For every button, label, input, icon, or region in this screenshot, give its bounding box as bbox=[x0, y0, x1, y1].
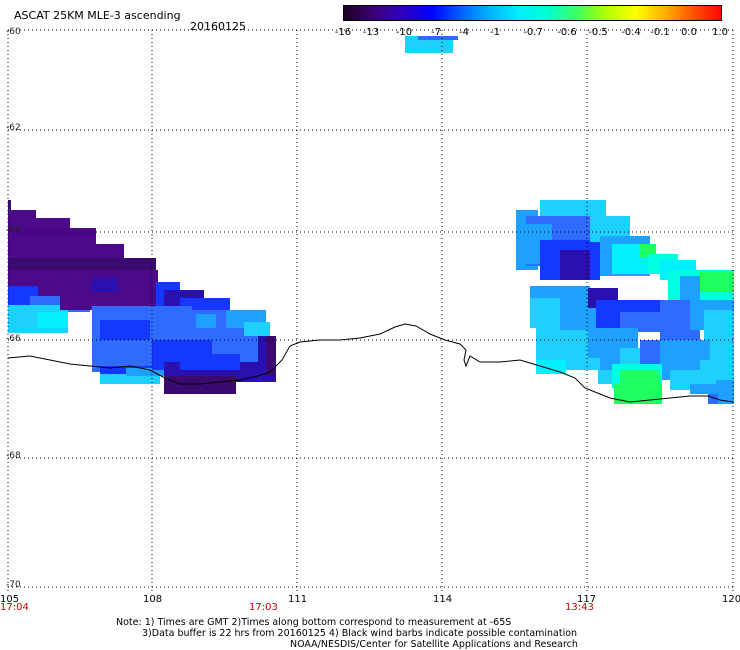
footer-note-line1: Note: 1) Times are GMT 2)Times along bot… bbox=[116, 617, 512, 628]
swath-cell bbox=[164, 376, 236, 394]
lat-label: -64 bbox=[6, 225, 21, 235]
time-label: 17:04 bbox=[0, 602, 29, 613]
swath-cell bbox=[680, 276, 700, 306]
footer-credit: NOAA/NESDIS/Center for Satellite Applica… bbox=[290, 639, 578, 650]
swath-cell bbox=[560, 250, 590, 280]
swath-cell bbox=[244, 322, 270, 336]
swath-cell bbox=[126, 368, 166, 376]
swath-cell bbox=[38, 312, 68, 328]
product-date: 20160125 bbox=[190, 20, 246, 33]
color-scale-tick: -1 bbox=[490, 27, 500, 38]
swath-cell bbox=[418, 36, 458, 40]
swath-cell bbox=[708, 394, 718, 404]
swath-cell bbox=[196, 314, 216, 328]
color-scale-tick: -0.7 bbox=[523, 27, 543, 38]
lon-label: 105 bbox=[0, 594, 20, 605]
footer-note-line2: 3)Data buffer is 22 hrs from 20160125 4)… bbox=[142, 628, 578, 639]
swath-cell bbox=[540, 200, 606, 220]
color-scale-tick: -0.1 bbox=[650, 27, 670, 38]
color-scale-tick: -13 bbox=[362, 27, 380, 38]
swath-cell bbox=[405, 36, 453, 53]
swath-cell bbox=[536, 360, 566, 374]
swath-cell bbox=[180, 354, 240, 370]
swath-cell bbox=[716, 380, 734, 404]
lat-label: -66 bbox=[6, 334, 21, 344]
lon-label: 111 bbox=[288, 594, 308, 605]
color-scale-tick: -7 bbox=[431, 27, 441, 38]
swath-cell bbox=[266, 336, 276, 376]
swath-cell bbox=[100, 374, 160, 384]
color-scale-tick: -0.5 bbox=[588, 27, 608, 38]
color-scale-tick: 1.0 bbox=[712, 27, 728, 38]
lat-label: -70 bbox=[6, 580, 21, 590]
swath-cell bbox=[700, 272, 734, 292]
lon-label: 117 bbox=[577, 594, 597, 605]
swath-cell bbox=[92, 278, 118, 292]
swath-cell bbox=[60, 290, 160, 310]
color-scale-tick: 0.0 bbox=[681, 27, 697, 38]
time-label: 17:03 bbox=[249, 602, 278, 613]
lon-label: 120 bbox=[722, 594, 740, 605]
lon-label: 108 bbox=[143, 594, 163, 605]
lat-lon-gridlines bbox=[7, 29, 734, 592]
color-scale-tick: -4 bbox=[459, 27, 469, 38]
wind-speed-swaths bbox=[8, 36, 734, 404]
color-scale-tick: -0.6 bbox=[557, 27, 577, 38]
product-title: ASCAT 25KM MLE-3 ascending bbox=[14, 9, 181, 22]
lon-label: 114 bbox=[433, 594, 453, 605]
lat-label: -68 bbox=[6, 451, 21, 461]
color-scale-tick: -10 bbox=[395, 27, 413, 38]
color-scale-bar bbox=[343, 5, 722, 21]
antarctic-coastline bbox=[7, 323, 734, 403]
lat-label: -60 bbox=[6, 27, 21, 37]
color-scale-tick: -16 bbox=[334, 27, 352, 38]
time-label: 13:43 bbox=[565, 602, 594, 613]
color-scale-tick: -0.4 bbox=[621, 27, 641, 38]
swath-cell bbox=[690, 384, 716, 394]
lat-label: -62 bbox=[6, 123, 21, 133]
